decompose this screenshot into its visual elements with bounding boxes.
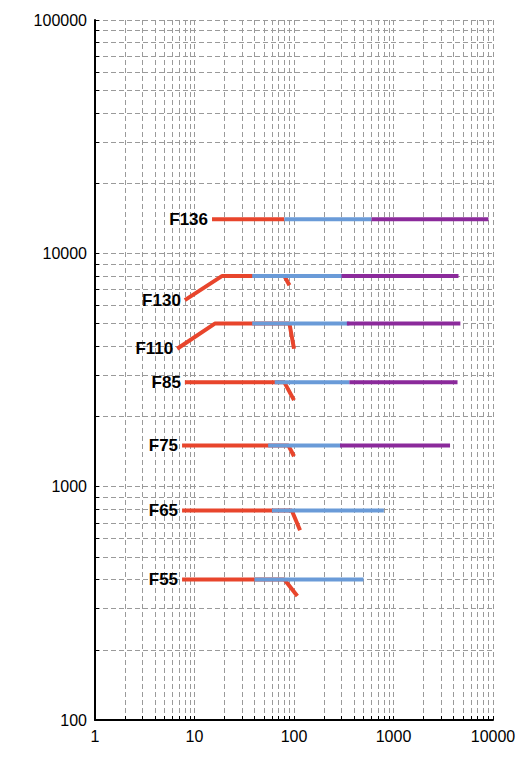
svg-text:F85: F85 (152, 373, 181, 392)
svg-text:100: 100 (281, 728, 308, 745)
svg-text:F55: F55 (149, 570, 178, 589)
svg-text:F130: F130 (142, 291, 181, 310)
svg-text:10: 10 (186, 728, 204, 745)
svg-text:F75: F75 (149, 436, 178, 455)
svg-text:F110: F110 (135, 339, 173, 358)
svg-text:1: 1 (91, 728, 100, 745)
svg-text:100: 100 (60, 712, 87, 729)
svg-text:1000: 1000 (51, 478, 87, 495)
svg-text:1000: 1000 (376, 728, 412, 745)
svg-text:F65: F65 (149, 501, 178, 520)
svg-text:10000: 10000 (471, 728, 516, 745)
svg-text:100000: 100000 (34, 12, 87, 29)
svg-text:F136: F136 (169, 210, 208, 229)
svg-text:10000: 10000 (43, 245, 88, 262)
